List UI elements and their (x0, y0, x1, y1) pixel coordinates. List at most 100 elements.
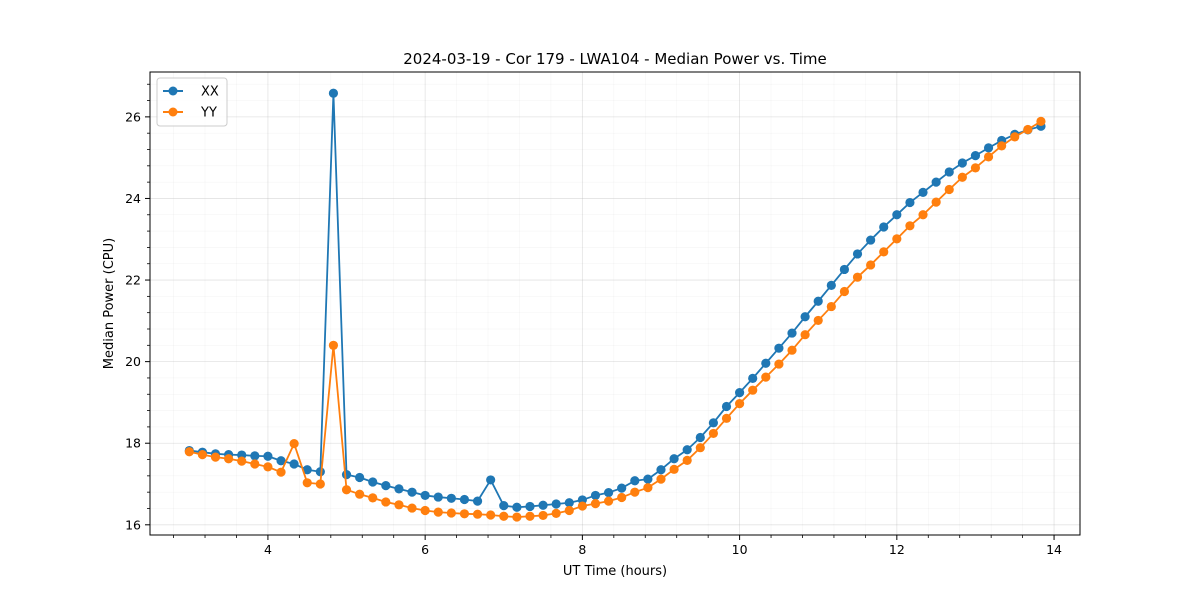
data-point-yy (695, 443, 705, 453)
data-point-xx (931, 177, 941, 187)
data-point-xx (302, 465, 312, 475)
data-point-yy (184, 447, 194, 457)
data-point-xx (446, 493, 456, 503)
data-point-yy (368, 493, 378, 503)
data-point-yy (1010, 132, 1020, 142)
y-axis-label: Median Power (CPU) (102, 238, 117, 369)
data-point-yy (472, 509, 483, 519)
x-tick-label: 14 (1046, 542, 1062, 557)
data-point-yy (721, 413, 732, 423)
data-point-xx (368, 477, 378, 487)
data-point-yy (433, 507, 443, 517)
chart-title: 2024-03-19 - Cor 179 - LWA104 - Median P… (403, 50, 827, 68)
data-point-yy (407, 503, 417, 513)
data-point-yy (341, 485, 352, 495)
x-tick-label: 10 (732, 542, 748, 557)
data-point-xx (866, 235, 876, 245)
data-point-xx (512, 502, 522, 512)
data-point-xx (538, 500, 548, 510)
data-point-xx (433, 492, 443, 502)
data-point-xx (394, 484, 404, 494)
x-axis-label: UT Time (hours) (563, 564, 667, 579)
data-point-xx (381, 481, 391, 491)
data-point-yy (643, 483, 653, 493)
data-point-yy (302, 478, 312, 488)
legend-marker-xx (168, 86, 178, 96)
data-point-xx (617, 483, 627, 493)
axis-ticks: 4 6 8 10 12 14 16 18 20 22 24 26 (125, 83, 1062, 557)
data-point-yy (669, 464, 679, 474)
data-point-yy (905, 221, 915, 231)
data-point-yy (551, 508, 561, 518)
data-point-yy (682, 455, 692, 465)
data-point-xx (250, 451, 260, 461)
data-point-xx (826, 280, 836, 290)
data-point-xx (341, 470, 352, 480)
data-point-xx (735, 388, 745, 398)
data-point-xx (603, 487, 614, 498)
data-point-xx (970, 151, 981, 161)
data-point-xx (695, 432, 705, 443)
plot-series (184, 88, 1046, 522)
data-point-yy (486, 510, 496, 520)
data-point-yy (289, 439, 299, 449)
data-point-xx (407, 487, 417, 497)
data-point-yy (446, 508, 456, 518)
data-point-xx (839, 264, 850, 275)
data-point-yy (708, 428, 719, 439)
data-point-xx (289, 459, 299, 469)
data-point-yy (787, 345, 797, 355)
y-tick-label: 24 (125, 191, 141, 206)
legend-marker-yy (168, 107, 178, 117)
data-point-xx (983, 143, 994, 153)
data-point-xx (643, 474, 653, 484)
data-point-xx (748, 373, 758, 383)
data-point-yy (499, 511, 509, 521)
data-point-xx (892, 210, 902, 220)
data-point-xx (774, 343, 784, 353)
data-point-yy (590, 498, 601, 509)
data-point-yy (224, 454, 234, 464)
data-point-yy (800, 330, 810, 340)
data-point-xx (590, 490, 601, 501)
data-point-yy (918, 210, 928, 220)
x-tick-label: 4 (264, 542, 272, 557)
data-point-yy (459, 509, 470, 519)
data-point-yy (970, 163, 981, 173)
data-point-yy (617, 492, 627, 503)
data-point-yy (394, 500, 404, 510)
data-point-yy (983, 152, 994, 162)
data-point-xx (459, 494, 470, 505)
data-point-yy (210, 452, 221, 462)
legend-label-xx: XX (201, 85, 219, 100)
data-point-yy (237, 456, 247, 466)
data-point-yy (957, 172, 967, 182)
data-point-yy (197, 450, 208, 460)
data-point-yy (564, 505, 574, 516)
data-point-xx (472, 496, 483, 506)
data-point-xx (315, 467, 325, 477)
data-point-xx (263, 451, 273, 461)
data-point-xx (721, 401, 732, 412)
data-point-yy (577, 501, 587, 511)
data-point-xx (905, 197, 915, 208)
data-point-yy (525, 511, 535, 521)
data-point-yy (656, 474, 666, 484)
data-point-xx (852, 249, 863, 259)
data-point-yy (761, 372, 771, 382)
data-point-yy (748, 385, 758, 395)
data-point-yy (381, 497, 391, 507)
data-point-yy (315, 479, 325, 489)
data-point-xx (918, 187, 928, 197)
data-point-xx (813, 296, 823, 306)
data-point-xx (879, 222, 889, 232)
data-point-xx (669, 454, 679, 464)
data-point-yy (892, 234, 902, 244)
x-tick-label: 6 (421, 542, 429, 557)
data-point-yy (931, 197, 941, 207)
data-point-yy (1036, 116, 1046, 126)
data-point-xx (420, 490, 430, 501)
data-point-xx (787, 328, 797, 338)
data-point-xx (957, 158, 967, 168)
